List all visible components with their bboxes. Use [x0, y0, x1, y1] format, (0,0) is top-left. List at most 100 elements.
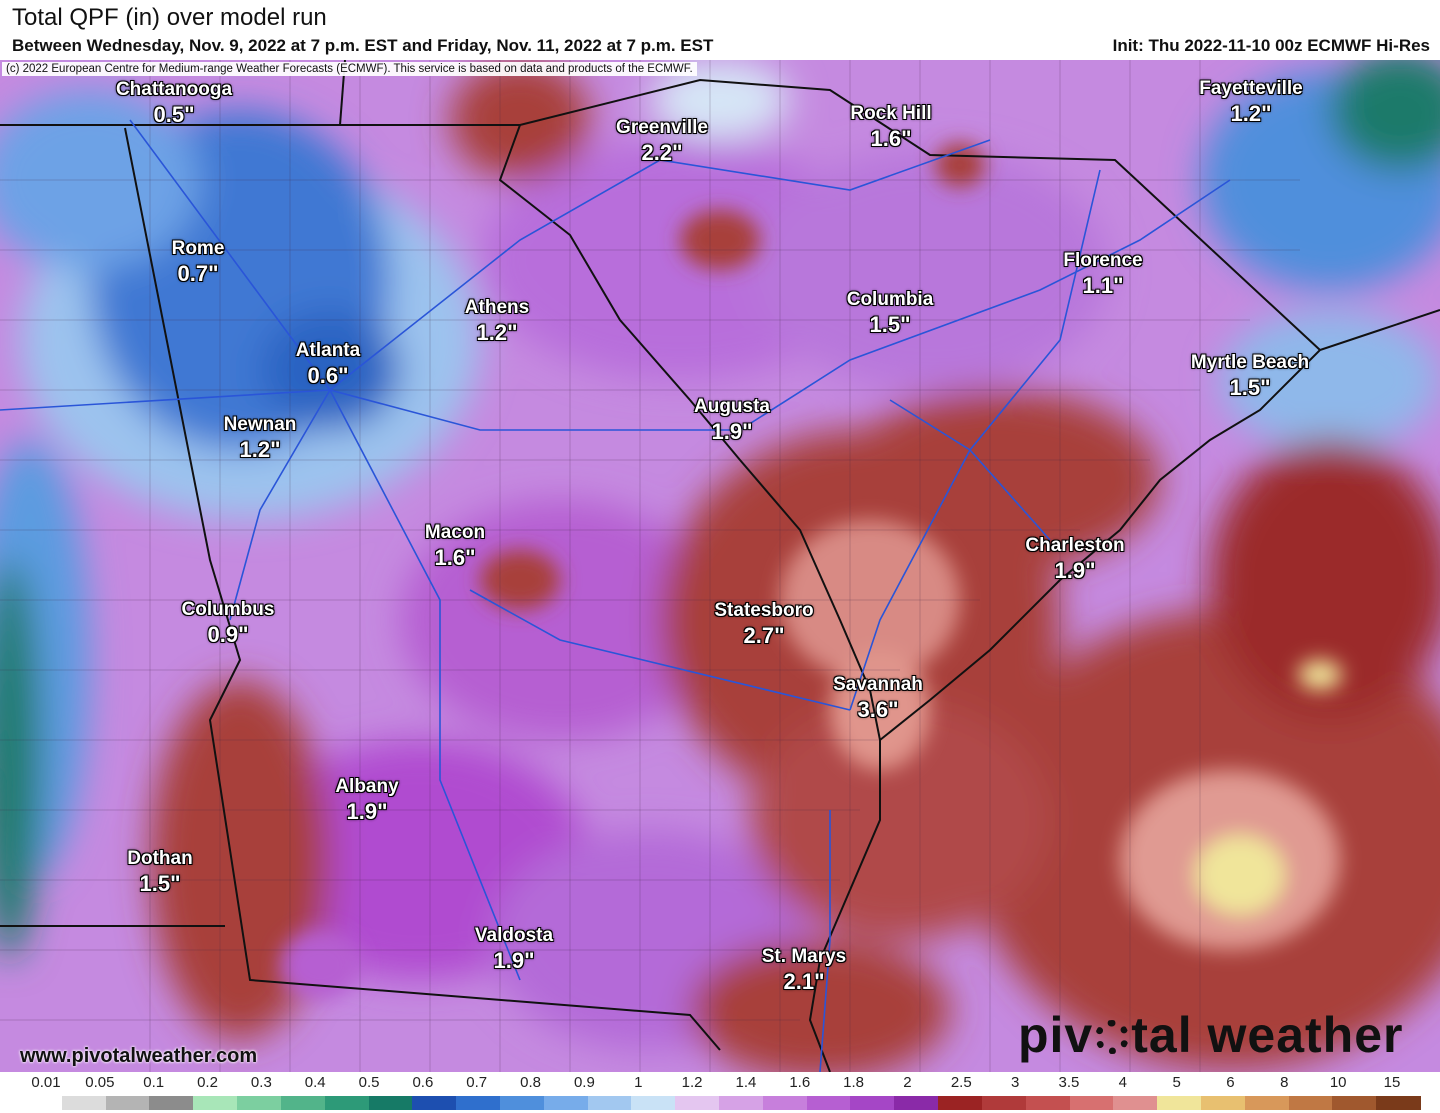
city-qpf-value: 1.9" [711, 419, 753, 444]
city-qpf-value: 0.5" [153, 102, 195, 127]
city-label: Savannah 3.6" [833, 672, 923, 722]
city-qpf-value: 1.6" [870, 126, 912, 151]
city-qpf-value: 2.7" [743, 623, 785, 648]
legend-swatch [1376, 1096, 1421, 1110]
legend-swatch [1332, 1096, 1377, 1110]
legend-swatch [1025, 1096, 1070, 1110]
city-label: Myrtle Beach 1.5" [1191, 350, 1309, 400]
city-name: Dothan [127, 848, 193, 869]
legend-swatch [587, 1096, 632, 1110]
city-name: Charleston [1025, 535, 1125, 556]
legend-swatch [499, 1096, 545, 1110]
legend-tick-label: 0.1 [143, 1074, 165, 1091]
legend-swatch [456, 1096, 501, 1110]
legend-swatch [1069, 1096, 1114, 1110]
legend-swatch [1157, 1096, 1202, 1110]
legend-tick-label: 1.6 [789, 1074, 811, 1091]
valid-period: Between Wednesday, Nov. 9, 2022 at 7 p.m… [12, 36, 714, 55]
legend-swatch [1244, 1096, 1290, 1110]
legend-tick-label: 0.4 [304, 1074, 326, 1091]
legend-swatch [61, 1096, 107, 1110]
legend-tick-label: 0.8 [520, 1074, 541, 1091]
city-name: Fayetteville [1199, 78, 1303, 99]
legend-tick-label: 2 [903, 1074, 912, 1091]
city-label: Chattanooga 0.5" [116, 77, 232, 127]
model-init: Init: Thu 2022-11-10 00z ECMWF Hi-Res [1112, 36, 1430, 55]
city-name: Augusta [694, 396, 770, 417]
legend-tick-label: 1.4 [735, 1074, 757, 1091]
city-label: Florence 1.1" [1063, 248, 1142, 298]
city-label: Dothan 1.5" [127, 846, 192, 896]
legend-tick-label: 3 [1010, 1074, 1020, 1091]
city-name: Statesboro [714, 600, 814, 621]
legend-swatch [18, 1096, 63, 1110]
legend-tick-label: 0.5 [358, 1074, 380, 1091]
legend-swatch [981, 1096, 1027, 1110]
legend-tick-label: 2.5 [950, 1074, 972, 1091]
legend-swatch [324, 1096, 369, 1110]
legend-tick-label: 0.2 [197, 1074, 218, 1091]
city-name: Valdosta [474, 925, 554, 946]
city-label: Rock Hill 1.6" [850, 101, 931, 151]
legend-tick-label: 15 [1383, 1074, 1401, 1091]
city-label: Fayetteville 1.2" [1199, 76, 1303, 126]
legend-tick-label: 0.6 [412, 1074, 434, 1091]
legend-swatch [1288, 1096, 1333, 1110]
legend-swatch [1200, 1096, 1246, 1110]
city-name: Chattanooga [115, 79, 233, 100]
city-label: Athens 1.2" [465, 295, 529, 345]
city-qpf-value: 1.2" [239, 437, 281, 462]
website-link[interactable]: www.pivotalweather.com [20, 1045, 258, 1067]
city-name: Columbia [846, 289, 934, 310]
legend-swatch [894, 1096, 939, 1110]
city-label: Columbus 0.9" [182, 597, 275, 647]
city-label: St. Marys 2.1" [762, 944, 846, 994]
city-qpf-value: 1.5" [869, 312, 911, 337]
legend-swatch [543, 1096, 589, 1110]
city-label: Valdosta 1.9" [475, 923, 553, 973]
legend-swatch [149, 1096, 194, 1110]
legend-tick-label: 3.5 [1058, 1074, 1080, 1091]
legend-swatch [412, 1096, 457, 1110]
city-qpf-value: 0.7" [177, 261, 219, 286]
legend-tick-label: 5 [1172, 1074, 1181, 1091]
legend-swatch [631, 1096, 676, 1110]
color-scale-legend: 0.01 0.05 0.1 0.2 0.3 0.4 0.5 0.6 0.7 0.8 0.9 1 1.2 1… [0, 1072, 1440, 1113]
city-name: Savannah [833, 674, 923, 695]
city-name: Rock Hill [850, 103, 932, 124]
city-name: Columbus [181, 599, 275, 620]
precip-map: Chattanooga 0.5" Greenville 2.2" Rock Hill… [0, 60, 1440, 1072]
city-qpf-value: 1.1" [1082, 273, 1124, 298]
city-name: Greenville [616, 117, 708, 138]
city-label: Statesboro 2.7" [714, 598, 813, 648]
legend-tick-label: 0.3 [250, 1074, 272, 1091]
city-label: Atlanta 0.6" [296, 338, 360, 388]
city-qpf-value: 1.5" [1229, 375, 1271, 400]
legend-tick-label: 0.05 [85, 1074, 115, 1091]
city-qpf-value: 1.9" [346, 799, 388, 824]
legend-swatch [719, 1096, 764, 1110]
city-label: Rome 0.7" [172, 236, 225, 286]
city-label: Columbia 1.5" [847, 287, 934, 337]
legend-tick-label: 0.01 [31, 1074, 61, 1091]
copyright-notice: (c) 2022 European Centre for Medium-rang… [2, 62, 697, 76]
city-label: Charleston 1.9" [1025, 533, 1124, 583]
city-name: Rome [171, 238, 225, 259]
legend-tick-label: 10 [1329, 1074, 1347, 1091]
city-name: Albany [335, 776, 399, 797]
city-label: Macon 1.6" [425, 520, 485, 570]
legend-tick-label: 1.8 [843, 1074, 865, 1091]
city-label: Newnan 1.2" [224, 412, 297, 462]
legend-swatch [1113, 1096, 1158, 1110]
city-qpf-value: 1.2" [1230, 101, 1272, 126]
legend-tick-label: 4 [1118, 1074, 1127, 1091]
legend-swatch [850, 1096, 895, 1110]
legend-tick-label: 6 [1226, 1074, 1235, 1091]
city-name: Athens [464, 297, 530, 318]
city-name: Florence [1063, 250, 1143, 271]
city-name: Macon [424, 522, 486, 543]
city-name: Newnan [223, 414, 297, 435]
legend-swatch [193, 1096, 238, 1110]
legend-swatch [806, 1096, 851, 1110]
legend-tick-label: 0.7 [466, 1074, 488, 1091]
